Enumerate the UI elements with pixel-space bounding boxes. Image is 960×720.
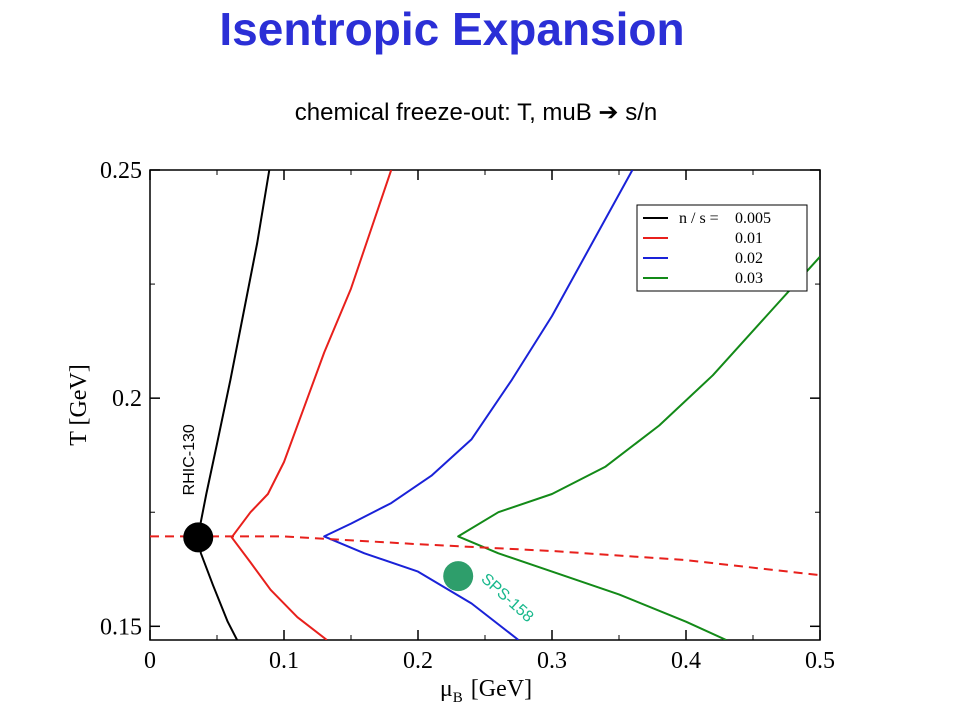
series-lines bbox=[150, 170, 820, 640]
x-axis-label-sub: B bbox=[453, 690, 463, 706]
rhic-130-marker bbox=[183, 522, 214, 553]
legend-entry: 0.02 bbox=[735, 250, 763, 267]
legend: n / s = 0.005 0.01 0.02 0.03 bbox=[636, 204, 808, 292]
x-tick-label: 0.1 bbox=[269, 648, 299, 674]
rhic-130-label: RHIC-130 bbox=[181, 424, 198, 495]
freezeout-dashed-line bbox=[150, 535, 820, 577]
legend-entry: 0.005 bbox=[735, 210, 771, 227]
y-tick-label: 0.2 bbox=[112, 386, 142, 412]
series-line-1 bbox=[230, 170, 393, 640]
y-axis-ticks: 0.15 0.2 0.25 bbox=[100, 158, 820, 640]
slide-title: Isentropic Expansion bbox=[219, 3, 685, 55]
sps-158-label: SPS-158 bbox=[478, 570, 537, 626]
sps-158-marker bbox=[443, 561, 474, 592]
x-tick-label: 0 bbox=[144, 648, 156, 674]
series-group bbox=[150, 170, 820, 640]
series-line-3 bbox=[457, 256, 820, 640]
x-tick-label: 0.4 bbox=[671, 648, 701, 674]
x-axis-ticks: 0 0.1 0.2 0.3 0.4 0.5 bbox=[144, 170, 835, 674]
x-axis-label-mu: μ bbox=[440, 676, 453, 702]
y-tick-label: 0.25 bbox=[100, 158, 142, 184]
legend-prefix: n / s = bbox=[679, 210, 719, 227]
series-line-0 bbox=[197, 170, 271, 640]
x-tick-label: 0.5 bbox=[805, 648, 835, 674]
x-tick-label: 0.3 bbox=[537, 648, 567, 674]
x-axis-label-unit: [GeV] bbox=[471, 676, 532, 702]
x-axis-label: μB [GeV] bbox=[440, 676, 532, 706]
x-tick-label: 0.2 bbox=[403, 648, 433, 674]
y-tick-label: 0.15 bbox=[100, 614, 142, 640]
legend-box bbox=[636, 204, 808, 292]
legend-entry: 0.03 bbox=[735, 270, 763, 287]
series-line-2 bbox=[323, 170, 634, 640]
markers: RHIC-130 SPS-158 bbox=[181, 424, 536, 626]
slide-subtitle: chemical freeze-out: T, muB ➔ s/n bbox=[294, 99, 658, 126]
y-axis-label: T [GeV] bbox=[66, 364, 92, 446]
legend-entry: 0.01 bbox=[735, 230, 763, 247]
